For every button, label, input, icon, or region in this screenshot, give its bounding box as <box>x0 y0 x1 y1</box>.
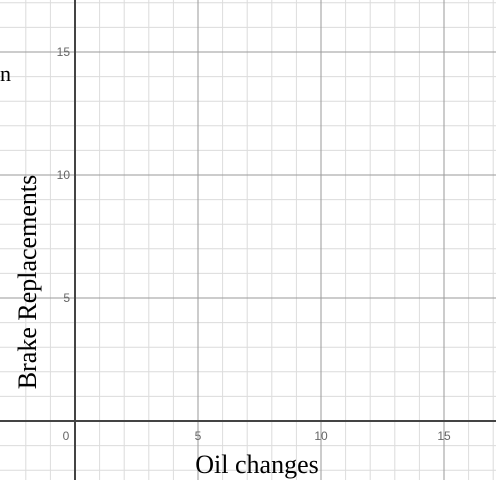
x-tick-label: 15 <box>437 429 451 443</box>
x-tick-label: 5 <box>195 429 202 443</box>
x-tick-label: 0 <box>63 429 70 443</box>
x-axis-title: Oil changes <box>195 450 318 479</box>
tick-labels: 0 5 10 15 5 10 15 <box>57 45 451 443</box>
clipped-text-fragment: n <box>0 61 11 86</box>
y-tick-label: 15 <box>57 45 71 59</box>
y-axis-title: Brake Replacements <box>13 175 42 389</box>
y-tick-label: 5 <box>63 291 70 305</box>
x-tick-label: 10 <box>314 429 328 443</box>
y-tick-label: 10 <box>57 168 71 182</box>
